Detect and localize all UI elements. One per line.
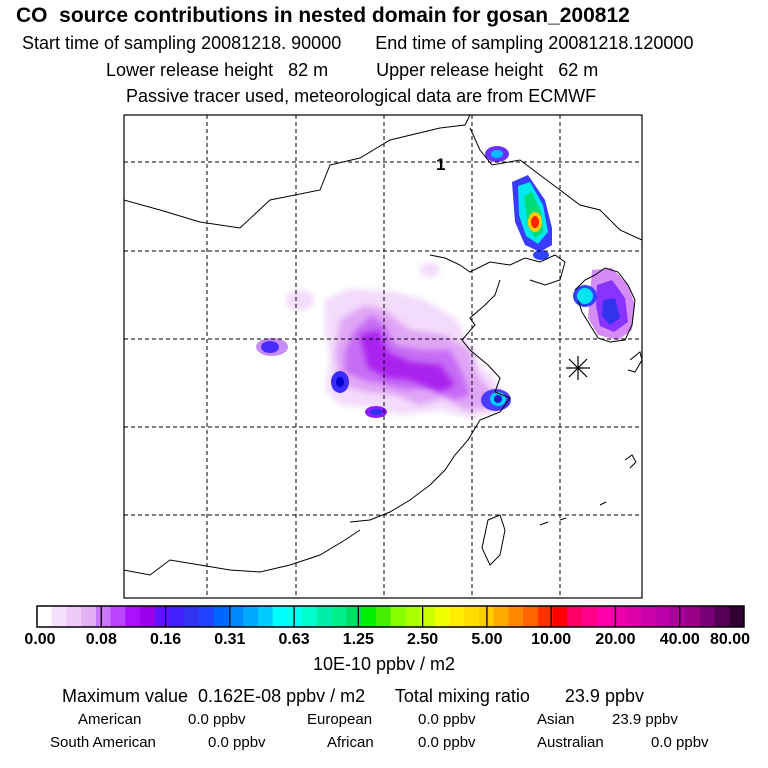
- colorbar-cell: [640, 606, 657, 627]
- region-name: American: [78, 711, 142, 728]
- colorbar-cell: [331, 606, 347, 627]
- colorbar-cell: [729, 606, 745, 627]
- colorbar-tick-label: 0.00: [24, 631, 56, 648]
- colorbar-cell: [110, 606, 126, 627]
- colorbar-tick-label: 0.08: [85, 631, 117, 648]
- colorbar-cell: [199, 606, 215, 627]
- region-name: African: [327, 734, 374, 751]
- colorbar-tick-label: 1.25: [342, 631, 374, 648]
- colorbar-cell: [66, 606, 82, 627]
- colorbar-cell: [434, 606, 450, 627]
- colorbar-cell: [140, 606, 156, 627]
- colorbar-cell: [243, 606, 259, 627]
- colorbar-cell: [449, 606, 465, 627]
- asterisk-icon: [566, 356, 590, 380]
- release-heights: Lower release height 82 m Upper release h…: [106, 60, 598, 81]
- end-time: End time of sampling 20081218.120000: [375, 33, 694, 53]
- colorbar-cell: [685, 606, 701, 627]
- map-title: CO source contributions in nested domain…: [16, 4, 630, 27]
- colorbar-cell: [714, 606, 730, 627]
- colorbar-cell: [670, 606, 686, 627]
- region-value: 23.9 ppbv: [612, 711, 678, 728]
- colorbar-cell: [611, 606, 627, 627]
- colorbar-cell: [125, 606, 141, 627]
- colorbar-tick-label: 5.00: [471, 631, 503, 648]
- colorbar-cell: [567, 606, 583, 627]
- colorbar-tick-label: 10.00: [531, 631, 572, 648]
- colorbar-tick-label: 20.00: [595, 631, 636, 648]
- colorbar-cell: [552, 606, 568, 627]
- colorbar-cell: [375, 606, 391, 627]
- colorbar-cell: [316, 606, 333, 627]
- colorbar-cell: [95, 606, 112, 627]
- region-name: South American: [50, 734, 156, 751]
- colorbar-cell: [213, 606, 229, 627]
- colorbar-tick-label: 80.00: [709, 631, 751, 648]
- colorbar-cell: [581, 606, 598, 627]
- region-name: Asian: [537, 711, 575, 728]
- colorbar-tick-label: 40.00: [659, 631, 700, 648]
- concentration-plume: [256, 146, 635, 418]
- colorbar-units: 10E-10 ppbv / m2: [312, 654, 456, 674]
- summary-line: Maximum value 0.162E-08 ppbv / m2 Total …: [62, 686, 644, 707]
- region-value: 0.0 ppbv: [418, 711, 476, 728]
- colorbar-cell: [655, 606, 671, 627]
- marker-label: 1: [436, 155, 445, 174]
- colorbar-cell: [419, 606, 436, 627]
- region-value: 0.0 ppbv: [418, 734, 476, 751]
- colorbar-cell: [81, 606, 97, 627]
- colorbar-tick-label: 2.50: [407, 631, 439, 648]
- colorbar-cell: [464, 606, 480, 627]
- colorbar-frame: [36, 605, 745, 628]
- tracer-note: Passive tracer used, meteorological data…: [126, 86, 597, 106]
- colorbar-cell: [493, 606, 509, 627]
- total-mixing-ratio: Total mixing ratio 23.9 ppbv: [394, 686, 644, 706]
- colorbar-cell: [184, 606, 200, 627]
- maximum-value: Maximum value 0.162E-08 ppbv / m2: [62, 686, 366, 706]
- colorbar-tick-label: 0.31: [214, 631, 246, 648]
- colorbar-cell: [272, 606, 288, 627]
- colorbar-cell: [361, 606, 377, 627]
- map-frame: [123, 114, 643, 599]
- colorbar-cell: [390, 606, 406, 627]
- region-name: Australian: [537, 734, 604, 751]
- lat-lon-grid: [124, 115, 642, 598]
- colorbar-cell: [37, 606, 53, 627]
- lower-release-height: Lower release height 82 m: [106, 60, 329, 80]
- colorbar-cell: [287, 606, 303, 627]
- colorbar-cell: [228, 606, 244, 627]
- colorbar-tick-label: 0.16: [149, 631, 182, 648]
- colorbar-cell: [508, 606, 524, 627]
- colorbar-cell: [626, 606, 642, 627]
- colorbar-tick-label: 0.63: [278, 631, 310, 648]
- start-time: Start time of sampling 20081218. 90000: [22, 33, 342, 53]
- upper-release-height: Upper release height 62 m: [376, 60, 599, 80]
- colorbar-cell: [302, 606, 318, 627]
- region-value: 0.0 ppbv: [188, 711, 246, 728]
- sampling-times: Start time of sampling 20081218. 90000 En…: [22, 33, 693, 54]
- region-value: 0.0 ppbv: [651, 734, 709, 751]
- colorbar-cell: [169, 606, 185, 627]
- colorbar-cell: [537, 606, 554, 627]
- colorbar-cell: [154, 606, 171, 627]
- colorbar-cell: [699, 606, 716, 627]
- colorbar-cell: [257, 606, 274, 627]
- colorbar-cell: [596, 606, 612, 627]
- colorbar-cell: [523, 606, 539, 627]
- region-name: European: [307, 711, 373, 728]
- region-value: 0.0 ppbv: [208, 734, 266, 751]
- colorbar-cell: [346, 606, 362, 627]
- colorbar-cell: [405, 606, 421, 627]
- colorbar-cell: [51, 606, 67, 627]
